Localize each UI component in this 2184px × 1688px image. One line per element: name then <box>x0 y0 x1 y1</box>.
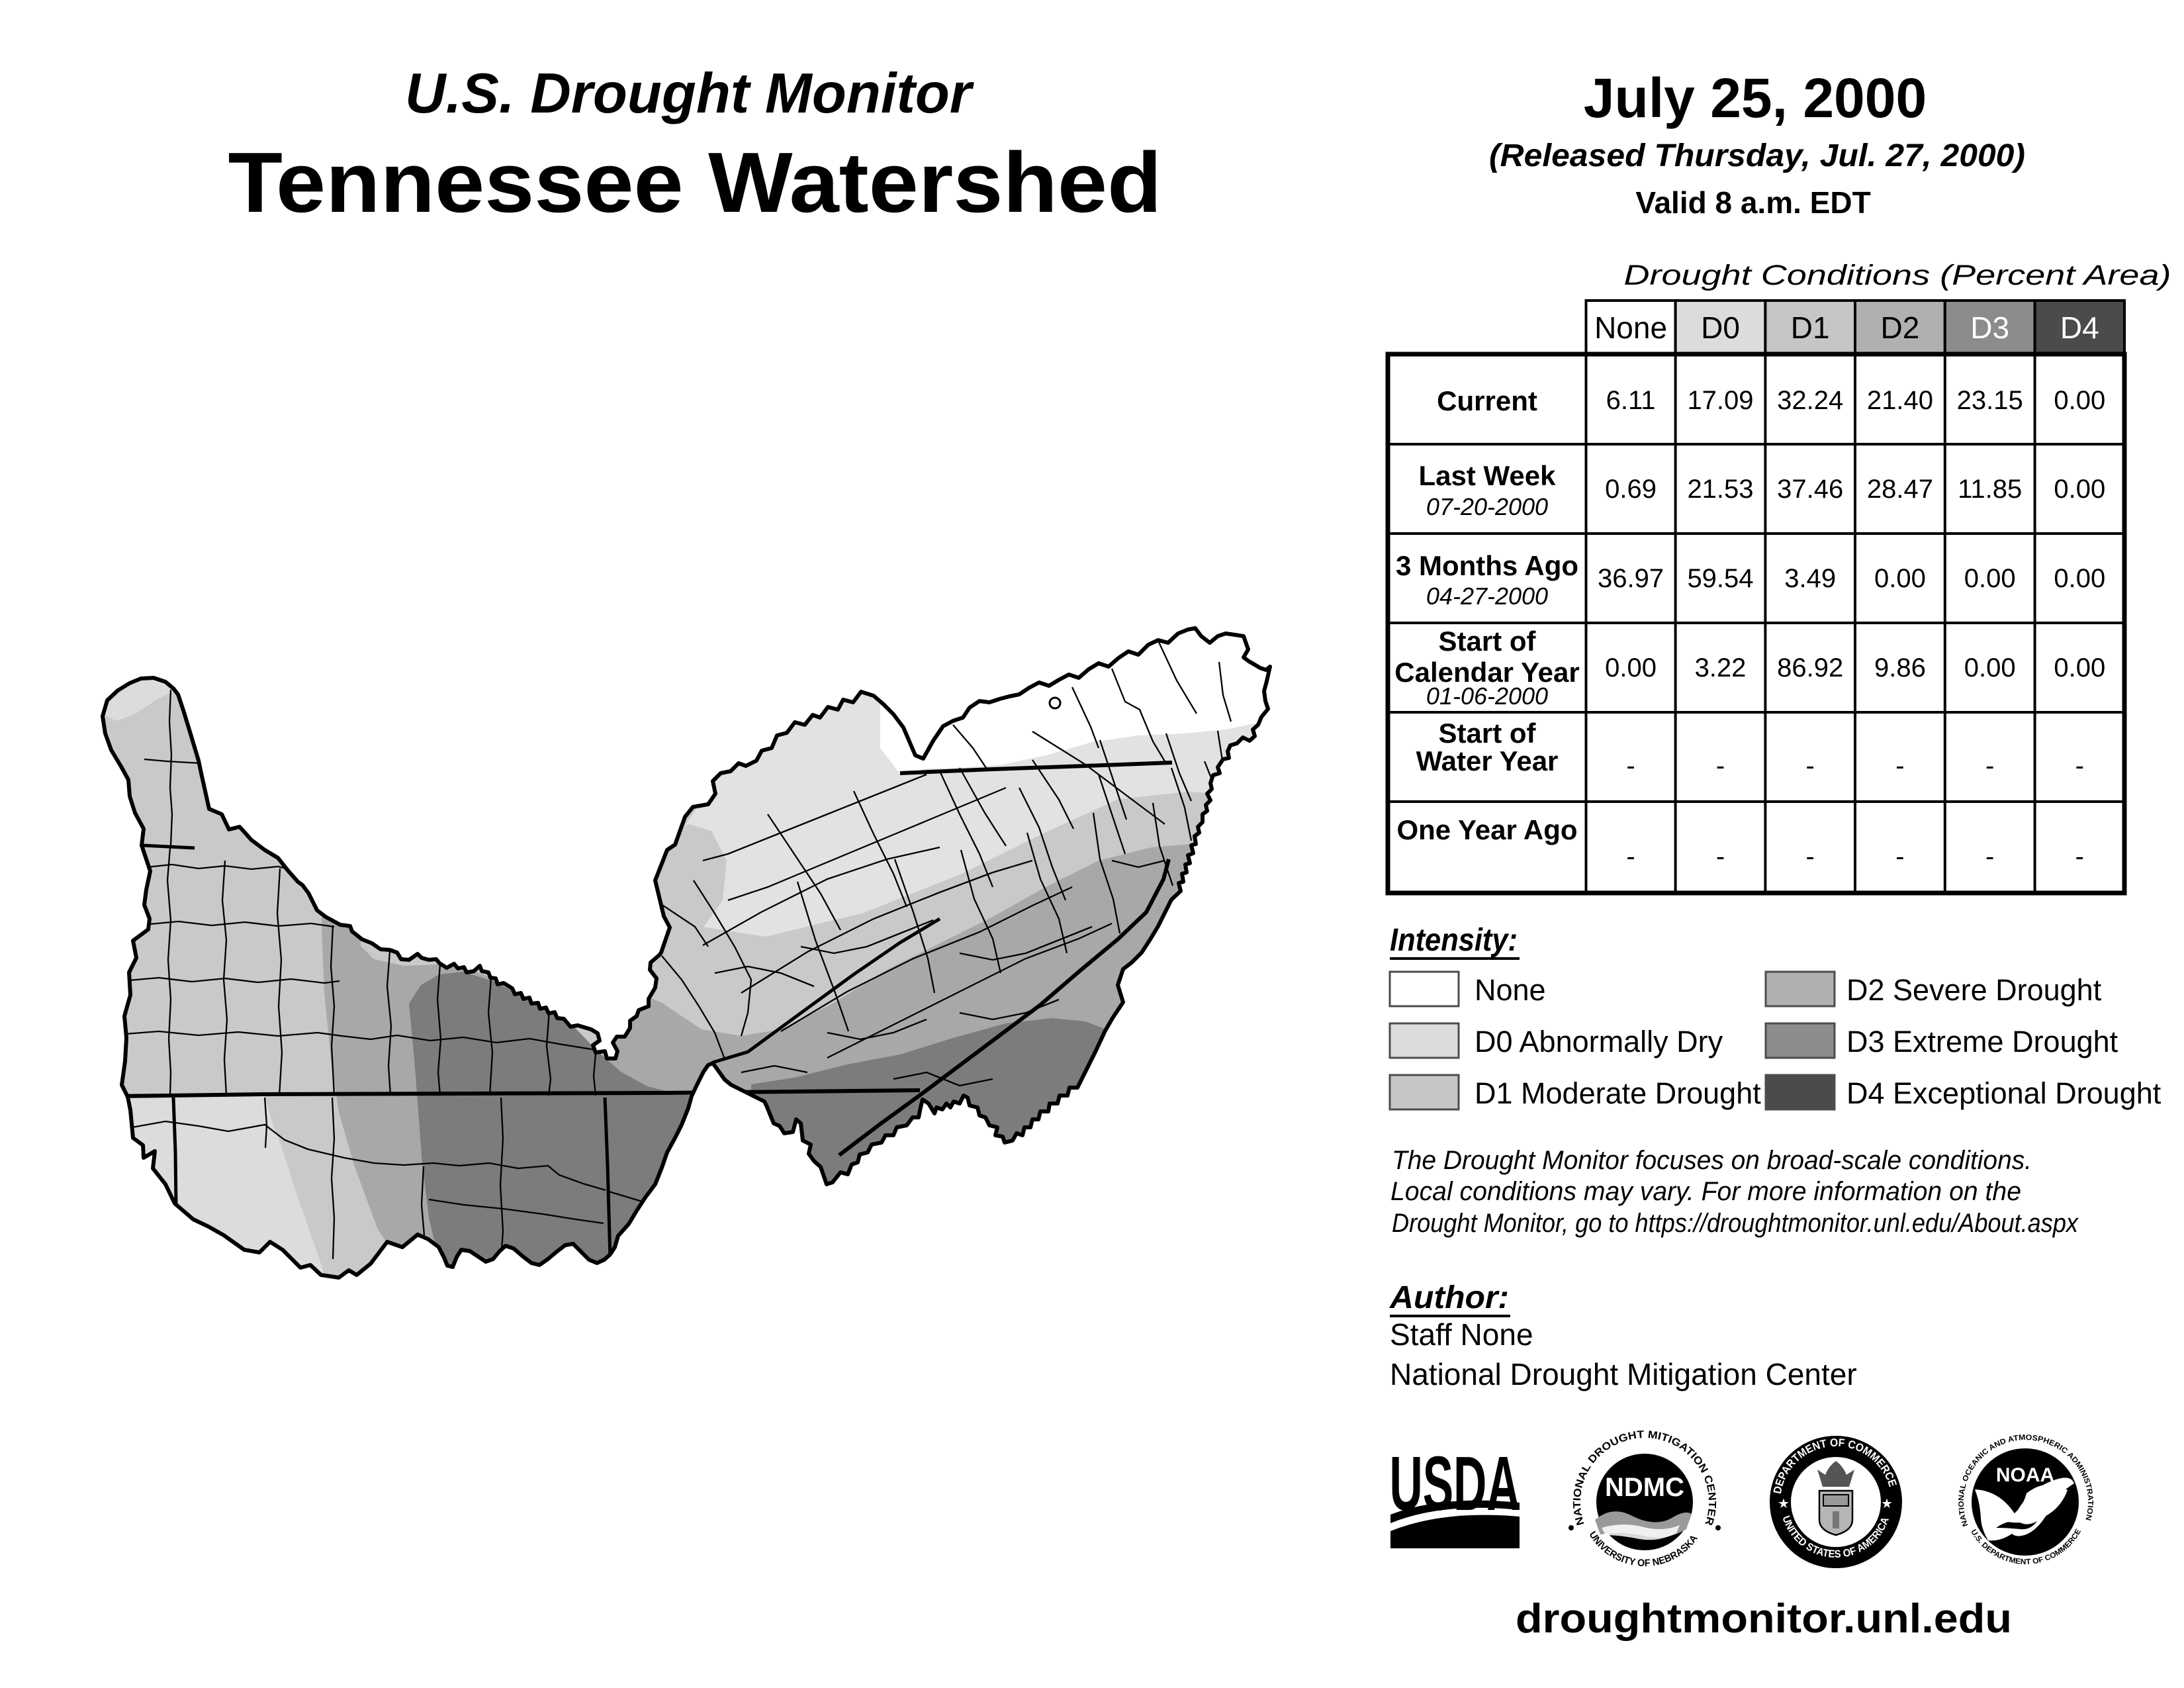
svg-text:Tennessee Watershed: Tennessee Watershed <box>228 135 1162 230</box>
svg-text:0.00: 0.00 <box>2054 386 2105 415</box>
svg-text:-: - <box>1985 842 1994 871</box>
svg-text:D0 Abnormally Dry: D0 Abnormally Dry <box>1475 1025 1723 1058</box>
svg-text:0.69: 0.69 <box>1605 475 1657 504</box>
svg-text:36.97: 36.97 <box>1598 564 1664 593</box>
svg-text:Drought Monitor, go to https:/: Drought Monitor, go to https://droughtmo… <box>1392 1209 2079 1238</box>
svg-text:Valid 8 a.m. EDT: Valid 8 a.m. EDT <box>1635 185 1870 220</box>
svg-text:D1: D1 <box>1791 310 1830 345</box>
svg-text:U.S. Drought Monitor: U.S. Drought Monitor <box>405 62 974 125</box>
svg-text:Water Year: Water Year <box>1416 745 1559 776</box>
svg-text:-: - <box>1895 751 1904 780</box>
svg-text:-: - <box>1985 751 1994 780</box>
svg-text:National Drought Mitigation Ce: National Drought Mitigation Center <box>1390 1357 1857 1391</box>
svg-text:07-20-2000: 07-20-2000 <box>1426 493 1548 520</box>
svg-text:-: - <box>1895 842 1904 871</box>
svg-text:23.15: 23.15 <box>1957 386 2023 415</box>
svg-text:17.09: 17.09 <box>1687 386 1753 415</box>
svg-text:59.54: 59.54 <box>1687 564 1753 593</box>
svg-text:0.00: 0.00 <box>1605 653 1657 682</box>
svg-text:Current: Current <box>1437 385 1537 416</box>
svg-text:(Released Thursday, Jul. 27, 2: (Released Thursday, Jul. 27, 2000) <box>1489 138 2025 173</box>
svg-text:9.86: 9.86 <box>1874 653 1926 682</box>
svg-text:-: - <box>1716 842 1725 871</box>
svg-text:11.85: 11.85 <box>1958 475 2022 504</box>
svg-text:28.47: 28.47 <box>1867 475 1933 504</box>
svg-text:3.22: 3.22 <box>1695 653 1747 682</box>
svg-text:D4 Exceptional Drought: D4 Exceptional Drought <box>1846 1076 2161 1110</box>
svg-text:D0: D0 <box>1701 310 1740 345</box>
svg-text:-: - <box>1806 842 1815 871</box>
svg-text:21.40: 21.40 <box>1867 386 1933 415</box>
svg-text:-: - <box>1716 751 1725 780</box>
svg-text:-: - <box>1806 751 1815 780</box>
svg-text:Intensity:: Intensity: <box>1390 923 1518 958</box>
svg-text:None: None <box>1475 973 1546 1007</box>
svg-text:01-06-2000: 01-06-2000 <box>1426 682 1548 710</box>
svg-text:0.00: 0.00 <box>1964 653 2016 682</box>
svg-text:NDMC: NDMC <box>1605 1473 1684 1502</box>
svg-text:0.00: 0.00 <box>2054 653 2105 682</box>
svg-text:-: - <box>2075 842 2084 871</box>
svg-text:D2: D2 <box>1880 310 1919 345</box>
svg-text:6.11: 6.11 <box>1606 386 1656 415</box>
svg-text:-: - <box>2075 751 2084 780</box>
svg-text:32.24: 32.24 <box>1777 386 1843 415</box>
svg-text:The Drought Monitor focuses on: The Drought Monitor focuses on broad-sca… <box>1392 1146 2032 1175</box>
svg-text:3.49: 3.49 <box>1784 564 1836 593</box>
svg-text:0.00: 0.00 <box>2054 475 2105 504</box>
svg-text:D4: D4 <box>2060 310 2099 345</box>
svg-text:One Year Ago: One Year Ago <box>1396 814 1577 845</box>
svg-text:Start of: Start of <box>1439 626 1537 657</box>
svg-text:Last Week: Last Week <box>1419 460 1557 491</box>
svg-text:21.53: 21.53 <box>1687 475 1753 504</box>
svg-text:July 25, 2000: July 25, 2000 <box>1584 67 1927 129</box>
svg-text:★★: ★ ★ <box>1778 1497 1893 1511</box>
svg-text:0.00: 0.00 <box>2054 564 2105 593</box>
svg-text:Local conditions may vary. For: Local conditions may vary. For more info… <box>1390 1177 2021 1206</box>
svg-text:NOAA: NOAA <box>1996 1464 2054 1486</box>
svg-text:Start of: Start of <box>1439 718 1537 749</box>
svg-text:D3 Extreme Drought: D3 Extreme Drought <box>1846 1025 2118 1058</box>
svg-text:Drought Conditions (Percent Ar: Drought Conditions (Percent Area) <box>1624 259 2171 291</box>
svg-text:Calendar Year: Calendar Year <box>1394 657 1579 688</box>
svg-text:0.00: 0.00 <box>1874 564 1926 593</box>
svg-text:Staff None: Staff None <box>1390 1317 1533 1352</box>
svg-text:-: - <box>1626 842 1635 871</box>
svg-text:D1 Moderate Drought: D1 Moderate Drought <box>1475 1076 1761 1110</box>
svg-text:04-27-2000: 04-27-2000 <box>1426 583 1548 610</box>
svg-text:droughtmonitor.unl.edu: droughtmonitor.unl.edu <box>1516 1596 2012 1642</box>
svg-text:None: None <box>1594 310 1667 345</box>
svg-text:0.00: 0.00 <box>1964 564 2016 593</box>
svg-text:D2 Severe Drought: D2 Severe Drought <box>1846 973 2102 1007</box>
svg-text:37.46: 37.46 <box>1777 475 1843 504</box>
svg-text:86.92: 86.92 <box>1777 653 1843 682</box>
svg-text:Author:: Author: <box>1389 1280 1509 1315</box>
svg-text:-: - <box>1626 751 1635 780</box>
svg-text:D3: D3 <box>1970 310 2009 345</box>
svg-text:3 Months Ago: 3 Months Ago <box>1396 550 1578 581</box>
